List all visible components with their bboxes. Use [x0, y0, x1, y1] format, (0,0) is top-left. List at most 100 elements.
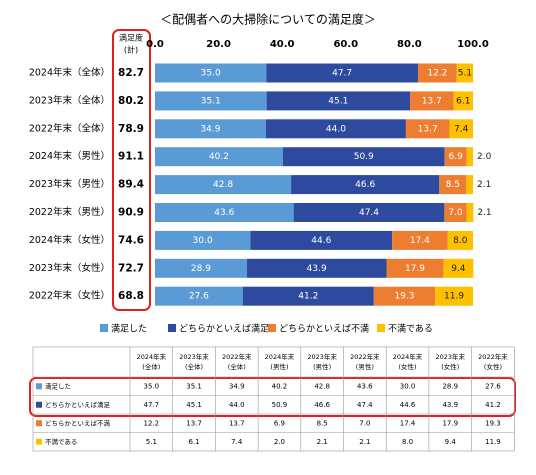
y-tick-label: 2023年末（全体）	[29, 94, 110, 106]
data-label: 19.3	[394, 292, 414, 302]
total-header: 満足度	[119, 33, 143, 43]
x-tick-label: 60.0	[333, 39, 358, 50]
total-header: (計)	[124, 45, 138, 55]
x-tick-label: 20.0	[206, 39, 231, 50]
table-cell: 2.1	[359, 438, 370, 446]
table-cell: 13.7	[186, 419, 202, 427]
table-cell: 34.9	[229, 382, 245, 390]
legend-swatch	[377, 324, 385, 332]
y-tick-label: 2024年末（女性）	[29, 234, 110, 246]
bar-segment	[439, 175, 467, 195]
data-label: 40.2	[209, 152, 229, 162]
data-label: 35.1	[201, 96, 221, 106]
data-label: 47.7	[332, 69, 352, 79]
x-tick-label: 40.0	[270, 39, 295, 50]
table-header: (男性)	[313, 362, 331, 371]
table-cell: 2.0	[274, 438, 285, 446]
table-header: (男性)	[356, 362, 374, 371]
bar-segment	[293, 203, 445, 222]
data-label: 34.9	[200, 124, 220, 134]
table-header: 2023年末	[307, 352, 337, 361]
table-cell: 45.1	[186, 401, 202, 409]
bar-segment	[386, 258, 444, 278]
total-label: 90.9	[118, 207, 144, 219]
bar-segment	[466, 147, 473, 167]
y-tick-label: 2024年末（全体）	[29, 67, 110, 79]
table-header: (全体)	[228, 362, 246, 371]
bar-segment	[456, 63, 473, 83]
data-label: 12.2	[427, 69, 447, 79]
chart-title: ＜配偶者への大掃除についての満足度＞	[160, 12, 376, 27]
table-cell: 35.1	[186, 382, 202, 390]
data-label: 6.9	[449, 152, 464, 162]
data-label: 17.4	[410, 236, 430, 246]
data-label: 27.6	[189, 292, 209, 302]
bar-segment	[242, 286, 374, 306]
table-row-label: どちらかといえば不満	[45, 418, 111, 427]
legend-label: どちらかといえば不満	[279, 324, 369, 335]
data-label: 13.7	[418, 124, 438, 134]
bar-segment	[291, 175, 440, 195]
table-row-label: どちらかといえば満足	[45, 400, 111, 409]
y-tick-label: 2023年末（女性）	[29, 262, 110, 274]
table-cell: 7.0	[359, 419, 370, 427]
table-row-label: 満足した	[45, 382, 71, 390]
legend-swatch	[100, 324, 108, 332]
total-label: 80.2	[118, 95, 144, 107]
table-swatch	[36, 420, 42, 427]
data-label: 43.9	[307, 264, 327, 274]
table-cell: 6.9	[274, 419, 285, 427]
bar-segment	[447, 230, 473, 250]
y-tick-label: 2022年末（男性）	[29, 206, 110, 218]
bar-segment	[466, 175, 473, 195]
table-cell: 17.9	[442, 419, 458, 427]
data-label: 43.6	[214, 208, 234, 218]
y-tick-label: 2023年末（男性）	[29, 178, 110, 190]
table-header: (全体)	[142, 362, 160, 371]
bar-segment	[155, 258, 247, 278]
table-cell: 40.2	[272, 382, 288, 390]
data-label: 8.5	[446, 180, 460, 190]
legend-swatch	[168, 324, 176, 332]
bar-segment	[443, 258, 474, 278]
data-label: 9.4	[451, 264, 466, 274]
y-tick-label: 2024年末（男性）	[29, 150, 110, 162]
table-swatch	[36, 383, 42, 390]
data-label: 8.0	[453, 236, 468, 246]
table-row-label: 不満である	[45, 438, 77, 446]
table-cell: 43.6	[357, 382, 373, 390]
x-tick-label: 80.0	[397, 39, 422, 50]
table-header: 2022年末	[350, 352, 380, 361]
table-swatch	[36, 401, 42, 408]
bar-segment	[155, 147, 283, 167]
total-label: 78.9	[118, 123, 144, 135]
table-cell: 2.1	[317, 438, 328, 446]
table-header: (女性)	[399, 362, 417, 371]
bar-segment	[246, 258, 387, 278]
table-cell: 44.6	[400, 401, 416, 409]
bar-segment	[435, 286, 473, 306]
data-label: 5.1	[458, 69, 472, 79]
table-cell: 11.9	[485, 438, 501, 446]
total-label: 91.1	[118, 151, 144, 163]
bar-segment	[265, 119, 406, 139]
table-header: 2022年末	[478, 352, 508, 361]
legend-swatch	[268, 324, 276, 332]
table-cell: 46.6	[314, 401, 330, 409]
bar-segment	[466, 203, 474, 222]
table-swatch	[36, 438, 42, 445]
data-label: 35.0	[201, 69, 221, 79]
bar-segment	[417, 63, 457, 83]
legend-label: どちらかといえば満足	[179, 324, 269, 335]
table-cell: 30.0	[400, 382, 416, 390]
bar-segment	[410, 91, 454, 111]
bar-segment	[392, 230, 448, 250]
table-cell: 47.7	[144, 401, 160, 409]
bar-segment	[155, 175, 292, 195]
table-cell: 7.4	[231, 438, 243, 446]
table-cell: 8.0	[402, 438, 413, 446]
table-cell: 28.9	[442, 382, 458, 390]
table-cell: 8.5	[317, 419, 328, 427]
bar-segment	[266, 91, 411, 111]
data-label: 6.1	[456, 96, 470, 106]
